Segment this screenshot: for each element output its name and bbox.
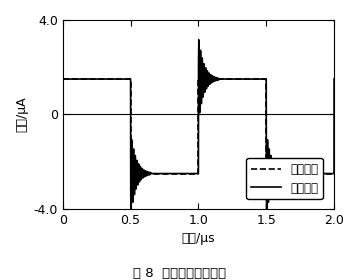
X-axis label: 时间/μs: 时间/μs xyxy=(182,232,215,245)
输入信号 xyxy=(332,172,336,175)
输入信号 xyxy=(196,77,201,81)
输出信号 xyxy=(61,77,65,81)
输出信号 xyxy=(197,38,201,41)
输出信号 xyxy=(262,77,266,81)
Text: 图 8  方波响应测试结果: 图 8 方波响应测试结果 xyxy=(133,267,226,280)
输出信号 xyxy=(74,77,79,81)
输出信号 xyxy=(129,211,133,214)
输出信号 xyxy=(233,77,237,81)
Line: 输出信号: 输出信号 xyxy=(63,40,334,213)
输入信号 xyxy=(129,172,133,175)
Y-axis label: 电流/μA: 电流/μA xyxy=(15,97,28,132)
Line: 输入信号: 输入信号 xyxy=(63,79,334,174)
输出信号 xyxy=(159,172,163,175)
输入信号 xyxy=(196,172,201,175)
输入信号 xyxy=(264,172,269,175)
输入信号 xyxy=(264,77,269,81)
输出信号 xyxy=(221,77,225,81)
输入信号 xyxy=(129,77,133,81)
输出信号 xyxy=(332,77,336,81)
输入信号 xyxy=(61,77,65,81)
输出信号 xyxy=(276,176,281,179)
Legend: 输入信号, 输出信号: 输入信号, 输出信号 xyxy=(246,158,323,199)
